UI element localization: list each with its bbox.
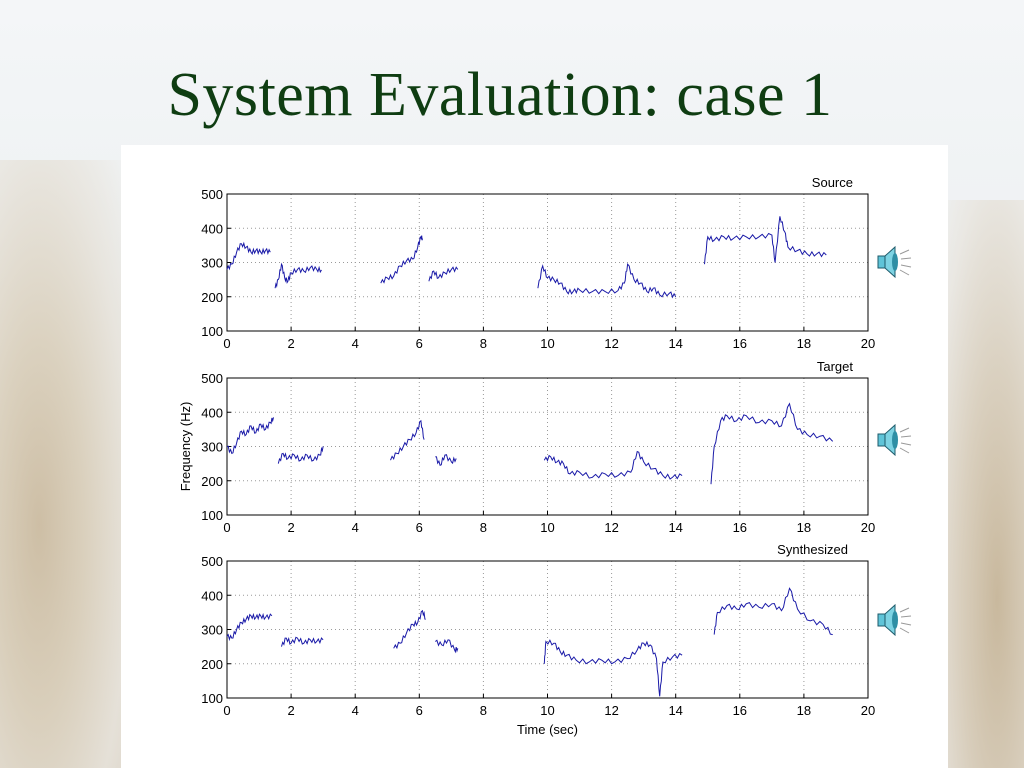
series-segment bbox=[274, 262, 322, 289]
series-segment bbox=[710, 402, 834, 485]
x-tick-label: 18 bbox=[797, 703, 811, 718]
y-tick-label: 200 bbox=[201, 657, 223, 672]
x-tick-label: 0 bbox=[223, 520, 230, 535]
y-tick-label: 200 bbox=[201, 290, 223, 305]
chart-title: Synthesized bbox=[777, 542, 848, 557]
y-tick-label: 400 bbox=[201, 221, 223, 236]
x-tick-label: 16 bbox=[733, 336, 747, 351]
x-tick-label: 8 bbox=[480, 520, 487, 535]
x-tick-label: 10 bbox=[540, 336, 554, 351]
plot-frame bbox=[226, 560, 869, 699]
x-tick-label: 6 bbox=[416, 336, 423, 351]
x-tick-label: 12 bbox=[604, 520, 618, 535]
x-tick-label: 6 bbox=[416, 703, 423, 718]
slide-title: System Evaluation: case 1 bbox=[167, 61, 833, 129]
x-tick-label: 14 bbox=[668, 703, 682, 718]
speaker-icon[interactable] bbox=[877, 245, 912, 279]
series-segment bbox=[226, 417, 274, 455]
x-tick-label: 16 bbox=[733, 520, 747, 535]
x-axis-label: Time (sec) bbox=[517, 722, 578, 737]
x-tick-label: 10 bbox=[540, 703, 554, 718]
y-tick-label: 100 bbox=[201, 508, 223, 523]
series-segment bbox=[435, 454, 457, 466]
x-tick-label: 4 bbox=[352, 336, 359, 351]
series-segment bbox=[226, 241, 271, 271]
y-tick-label: 400 bbox=[201, 588, 223, 603]
background-landscape-right bbox=[934, 200, 1024, 768]
y-tick-label: 300 bbox=[201, 623, 223, 638]
x-tick-label: 18 bbox=[797, 336, 811, 351]
x-tick-label: 12 bbox=[604, 703, 618, 718]
x-tick-label: 2 bbox=[287, 336, 294, 351]
y-tick-label: 100 bbox=[201, 324, 223, 339]
chart-1: 0 2 4 6 8 10 12 14 16 18 20 100 200 300 400 500 Source bbox=[201, 175, 875, 351]
chart-2: 0 2 4 6 8 10 12 14 16 18 20 100 200 300 400 500 Target Fr… bbox=[178, 359, 875, 535]
y-tick-label: 100 bbox=[201, 691, 223, 706]
series-segment bbox=[543, 450, 683, 480]
series-segment bbox=[428, 266, 459, 282]
y-tick-label: 500 bbox=[201, 371, 223, 386]
speaker-icon[interactable] bbox=[877, 603, 912, 637]
series-segment bbox=[380, 235, 423, 284]
y-tick-label: 300 bbox=[201, 256, 223, 271]
x-tick-label: 20 bbox=[861, 520, 875, 535]
y-axis-label: Frequency (Hz) bbox=[178, 402, 193, 492]
series-segment bbox=[537, 263, 677, 299]
x-tick-label: 16 bbox=[733, 703, 747, 718]
x-tick-label: 14 bbox=[668, 520, 682, 535]
x-tick-label: 2 bbox=[287, 520, 294, 535]
chart-title: Target bbox=[817, 359, 854, 374]
series-segment bbox=[434, 639, 459, 654]
chart-3: 0 2 4 6 8 10 12 14 16 18 20 100 200 300 400 500 Synthesi… bbox=[201, 542, 875, 737]
y-tick-label: 200 bbox=[201, 474, 223, 489]
y-tick-label: 500 bbox=[201, 187, 223, 202]
y-tick-label: 400 bbox=[201, 405, 223, 420]
x-tick-label: 6 bbox=[416, 520, 423, 535]
series-segment bbox=[704, 216, 827, 265]
x-tick-label: 0 bbox=[223, 336, 230, 351]
x-tick-label: 20 bbox=[861, 336, 875, 351]
speaker-icon[interactable] bbox=[877, 423, 912, 457]
x-tick-label: 14 bbox=[668, 336, 682, 351]
x-tick-label: 20 bbox=[861, 703, 875, 718]
series-segment bbox=[390, 419, 425, 461]
x-tick-label: 8 bbox=[480, 336, 487, 351]
series-segment bbox=[543, 639, 683, 697]
x-tick-label: 10 bbox=[540, 520, 554, 535]
y-tick-label: 500 bbox=[201, 554, 223, 569]
series-segment bbox=[281, 636, 324, 647]
x-tick-label: 18 bbox=[797, 520, 811, 535]
series-segment bbox=[393, 609, 426, 650]
x-tick-label: 2 bbox=[287, 703, 294, 718]
x-tick-label: 4 bbox=[352, 703, 359, 718]
x-tick-label: 12 bbox=[604, 336, 618, 351]
series-segment bbox=[713, 587, 833, 636]
x-tick-label: 4 bbox=[352, 520, 359, 535]
series-segment bbox=[277, 446, 324, 464]
y-tick-label: 300 bbox=[201, 440, 223, 455]
plot-frame bbox=[226, 193, 869, 332]
background-landscape-left bbox=[0, 160, 130, 768]
chart-title: Source bbox=[812, 175, 853, 190]
series-segment bbox=[226, 612, 273, 642]
x-tick-label: 8 bbox=[480, 703, 487, 718]
x-tick-label: 0 bbox=[223, 703, 230, 718]
